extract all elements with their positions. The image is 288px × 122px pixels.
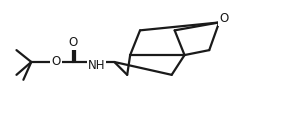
Text: O: O: [219, 12, 229, 25]
Text: O: O: [68, 36, 77, 49]
Text: O: O: [51, 56, 61, 68]
Text: NH: NH: [88, 59, 105, 72]
